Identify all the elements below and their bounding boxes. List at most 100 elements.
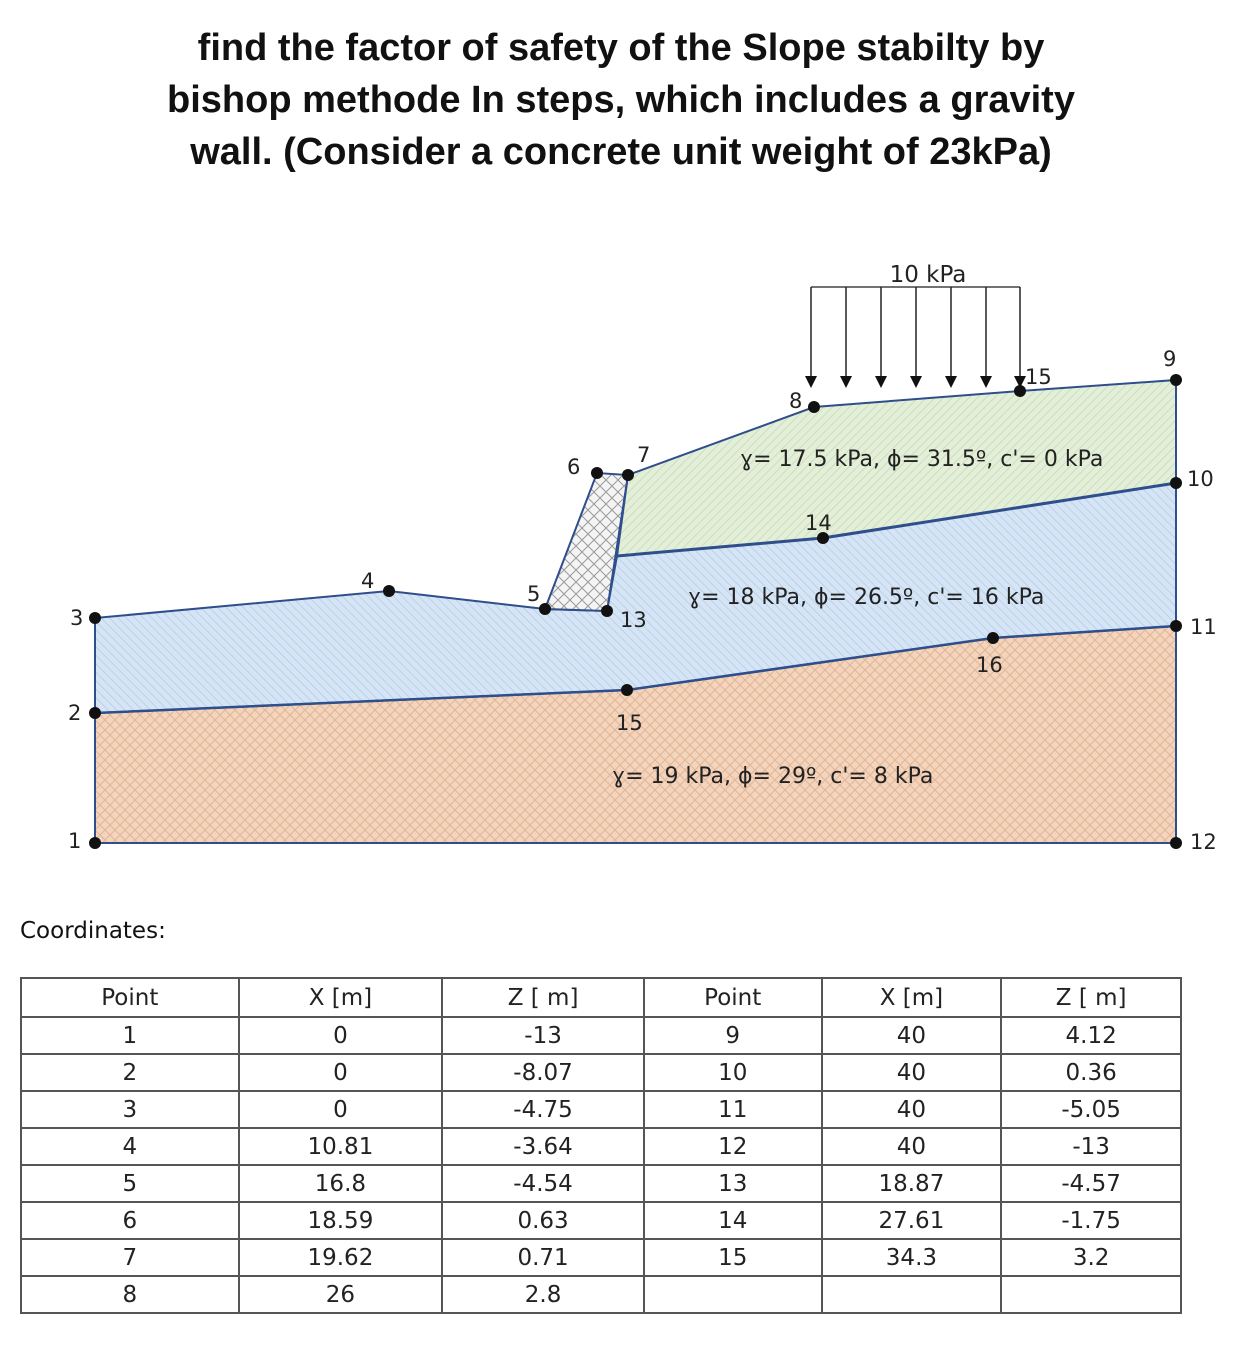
cell-x-right [820, 1275, 1003, 1314]
cell-point-left: 6 [20, 1201, 240, 1240]
header-x-right: X [m] [820, 977, 1003, 1018]
cell-x-right: 34.3 [820, 1238, 1003, 1277]
cell-point-left: 2 [20, 1053, 240, 1092]
table-row: 6 18.59 0.63 14 27.61 -1.75 [20, 1201, 1182, 1240]
table-row: 5 16.8 -4.54 13 18.87 -4.57 [20, 1164, 1182, 1203]
header-z-right: Z [ m] [1000, 977, 1182, 1018]
cell-point-left: 5 [20, 1164, 240, 1203]
point-8-marker [808, 401, 820, 413]
table-row: 1 0 -13 9 40 4.12 [20, 1016, 1182, 1055]
point-4-marker [383, 585, 395, 597]
header-point-right: Point [642, 977, 823, 1018]
point-13-label: 13 [620, 608, 647, 632]
load-arrow-head [945, 376, 957, 388]
cell-point-left: 3 [20, 1090, 240, 1129]
coordinates-label: Coordinates: [20, 918, 166, 944]
cell-z-left: -4.75 [441, 1090, 645, 1129]
point-3-label: 3 [70, 606, 83, 630]
cell-x-right: 40 [820, 1127, 1003, 1166]
cell-z-right [1000, 1275, 1182, 1314]
point-2-marker [89, 707, 101, 719]
point-6-label: 6 [567, 455, 580, 479]
cell-x-left: 10.81 [237, 1127, 444, 1166]
cell-z-left: 2.8 [441, 1275, 645, 1314]
point-2-label: 2 [68, 701, 81, 725]
cell-point-left: 8 [20, 1275, 240, 1314]
cell-x-right: 40 [820, 1016, 1003, 1055]
point-7-label: 7 [637, 443, 650, 467]
problem-title: find the factor of safety of the Slope s… [0, 22, 1242, 178]
header-point-left: Point [20, 977, 240, 1018]
point-16-marker [987, 632, 999, 644]
point-15-bottom-label: 15 [616, 711, 643, 735]
cell-x-left: 26 [237, 1275, 444, 1314]
cell-point-right: 11 [642, 1090, 823, 1129]
load-arrow-head [910, 376, 922, 388]
cell-point-right: 12 [642, 1127, 823, 1166]
point-10-marker [1170, 477, 1182, 489]
load-arrow-head [840, 376, 852, 388]
cell-x-left: 18.59 [237, 1201, 444, 1240]
point-3-marker [89, 612, 101, 624]
cell-x-left: 0 [237, 1053, 444, 1092]
point-15-top-marker [1014, 385, 1026, 397]
table-row: 2 0 -8.07 10 40 0.36 [20, 1053, 1182, 1092]
cell-x-left: 0 [237, 1016, 444, 1055]
cell-z-left: 0.71 [441, 1238, 645, 1277]
point-12-label: 12 [1190, 830, 1217, 854]
cell-z-right: -4.57 [1000, 1164, 1182, 1203]
load-arrow-head [875, 376, 887, 388]
point-1-label: 1 [68, 829, 81, 853]
middle-layer-label: ɣ= 18 kPa, ϕ= 26.5º, c'= 16 kPa [688, 585, 1044, 610]
point-6-marker [591, 467, 603, 479]
cell-z-right: -5.05 [1000, 1090, 1182, 1129]
point-16-label: 16 [976, 653, 1003, 677]
cell-x-right: 18.87 [820, 1164, 1003, 1203]
load-arrow-head [980, 376, 992, 388]
cell-z-right: 4.12 [1000, 1016, 1182, 1055]
cell-z-left: -8.07 [441, 1053, 645, 1092]
cell-x-left: 0 [237, 1090, 444, 1129]
cell-z-right: 0.36 [1000, 1053, 1182, 1092]
title-line-1: find the factor of safety of the Slope s… [197, 27, 1045, 69]
cell-x-right: 40 [820, 1090, 1003, 1129]
cell-z-right: -1.75 [1000, 1201, 1182, 1240]
slope-diagram: 10 kPa ɣ= 17.5 kPa, ϕ= 31.5º, c'= 0 kPa … [68, 262, 1217, 854]
point-15-top-label: 15 [1025, 365, 1052, 389]
table-header-row: Point X [m] Z [ m] Point X [m] Z [ m] [20, 977, 1182, 1018]
point-7-marker [622, 469, 634, 481]
table-row: 3 0 -4.75 11 40 -5.05 [20, 1090, 1182, 1129]
title-line-3: wall. (Consider a concrete unit weight o… [190, 131, 1052, 173]
cell-z-right: 3.2 [1000, 1238, 1182, 1277]
load-arrows [805, 287, 1026, 388]
point-5-label: 5 [527, 582, 540, 606]
point-9-label: 9 [1163, 347, 1176, 371]
load-arrow-head [805, 376, 817, 388]
cell-x-right: 40 [820, 1053, 1003, 1092]
cell-x-left: 19.62 [237, 1238, 444, 1277]
point-13-marker [601, 605, 613, 617]
cell-point-right: 14 [642, 1201, 823, 1240]
point-14-label: 14 [805, 511, 832, 535]
point-10-label: 10 [1187, 467, 1214, 491]
surcharge-load: 10 kPa [805, 262, 1026, 388]
cell-point-left: 1 [20, 1016, 240, 1055]
points-layer: 1 2 3 4 5 6 7 8 9 10 11 12 13 14 15 15 1 [68, 347, 1217, 854]
lower-boundary-line [94, 624, 1177, 715]
cell-z-left: -13 [441, 1016, 645, 1055]
table-body: 1 0 -13 9 40 4.12 2 0 -8.07 10 40 0.36 3 0 -4.75 11 40 -5… [20, 1016, 1182, 1314]
cell-z-left: -3.64 [441, 1127, 645, 1166]
cell-point-right [642, 1275, 823, 1314]
point-1-marker [89, 837, 101, 849]
header-z-left: Z [ m] [441, 977, 645, 1018]
table-row: 4 10.81 -3.64 12 40 -13 [20, 1127, 1182, 1166]
cell-point-left: 4 [20, 1127, 240, 1166]
point-12-marker [1170, 837, 1182, 849]
point-14-marker [817, 532, 829, 544]
point-11-marker [1170, 620, 1182, 632]
header-x-left: X [m] [237, 977, 444, 1018]
cell-z-left: -4.54 [441, 1164, 645, 1203]
cell-point-right: 9 [642, 1016, 823, 1055]
bottom-layer-label: ɣ= 19 kPa, ϕ= 29º, c'= 8 kPa [612, 764, 933, 789]
